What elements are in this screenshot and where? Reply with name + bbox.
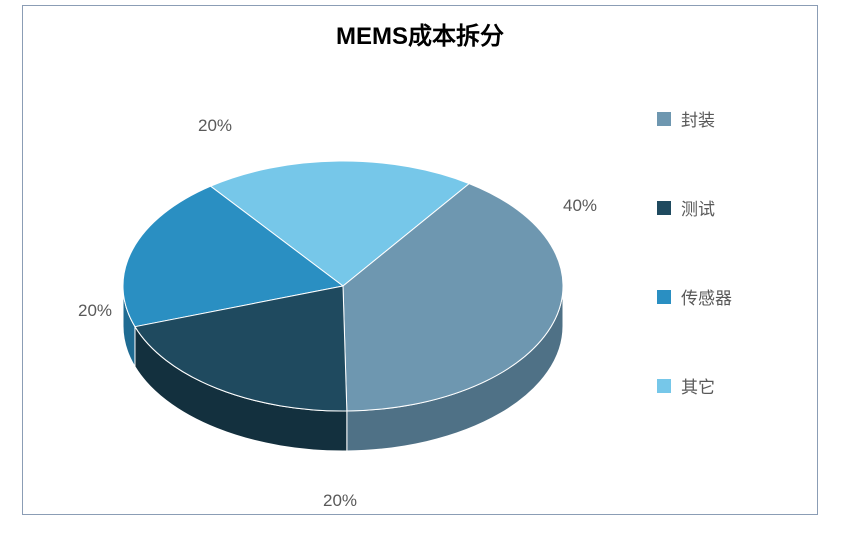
legend-item: 测试 (657, 195, 787, 220)
legend-swatch (657, 379, 671, 393)
legend-label: 封装 (681, 106, 715, 131)
legend-item: 传感器 (657, 284, 787, 309)
legend-label: 传感器 (681, 284, 732, 309)
legend: 封装测试传感器其它 (657, 106, 787, 462)
data-label: 20% (323, 491, 357, 511)
chart-frame: MEMS成本拆分 40% 20% 20% 20% 封装测试传感器其它 (22, 5, 818, 515)
legend-item: 其它 (657, 373, 787, 398)
data-label: 40% (563, 196, 597, 216)
legend-label: 其它 (681, 373, 715, 398)
legend-swatch (657, 290, 671, 304)
pie-area: 40% 20% 20% 20% (23, 56, 663, 516)
legend-swatch (657, 112, 671, 126)
data-label: 20% (198, 116, 232, 136)
legend-swatch (657, 201, 671, 215)
data-label: 20% (78, 301, 112, 321)
legend-label: 测试 (681, 195, 715, 220)
chart-title: MEMS成本拆分 (23, 16, 817, 51)
pie-svg (23, 56, 663, 516)
legend-item: 封装 (657, 106, 787, 131)
